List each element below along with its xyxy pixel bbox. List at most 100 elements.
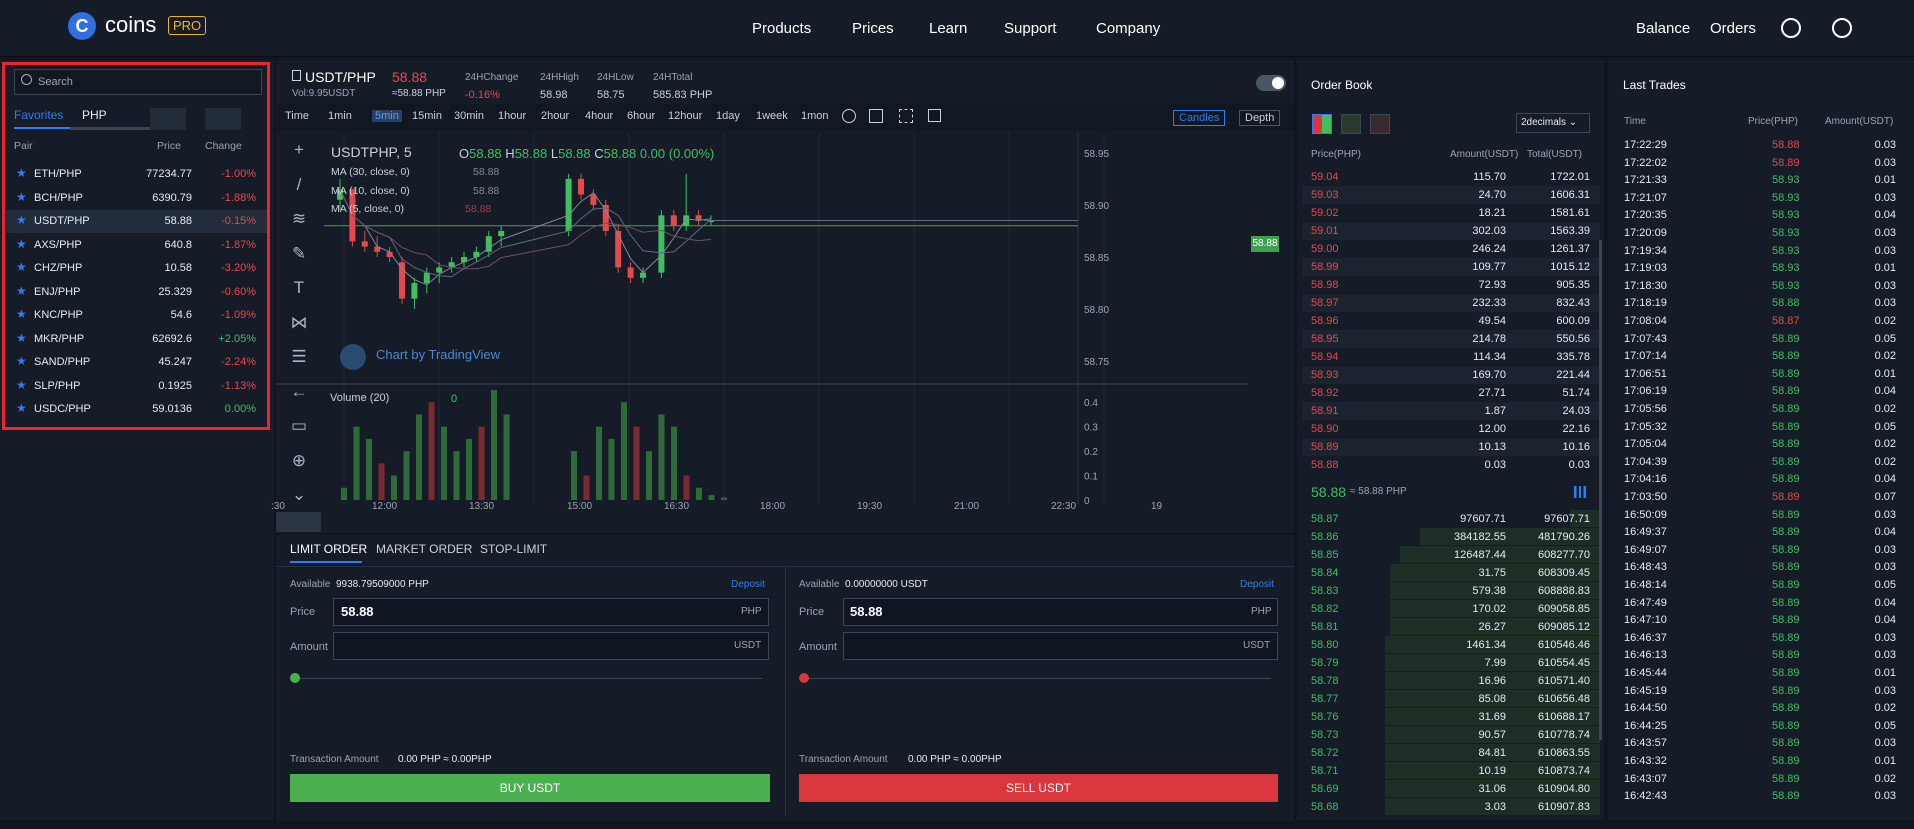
ob-scrollbar[interactable] (1599, 240, 1602, 740)
bid-row[interactable]: 58.79 7.99 610554.45 (1302, 654, 1600, 672)
measure-icon[interactable]: ☰ (291, 347, 307, 366)
bid-row[interactable]: 58.71 10.19 610873.74 (1302, 762, 1600, 780)
market-row[interactable]: ★ MKR/PHP 62692.6 +2.05% (6, 328, 268, 351)
buy-amount-input[interactable] (333, 632, 769, 660)
interval-1day[interactable]: 1day (716, 110, 740, 122)
tab-market-order[interactable]: MARKET ORDER (376, 542, 473, 556)
balance-link[interactable]: Balance (1636, 20, 1691, 37)
sell-price-input[interactable] (843, 598, 1278, 626)
tab-limit-order[interactable]: LIMIT ORDER (290, 542, 368, 556)
interval-12hour[interactable]: 12hour (668, 110, 703, 122)
trend-line-icon[interactable]: / (296, 174, 302, 194)
col-price[interactable]: Price (157, 140, 181, 152)
bid-row[interactable]: 58.80 1461.34 610546.46 (1302, 636, 1600, 654)
save-icon[interactable] (928, 109, 941, 122)
interval-6hour[interactable]: 6hour (627, 110, 656, 122)
view-both-icon[interactable] (1312, 114, 1332, 134)
nav-company[interactable]: Company (1096, 20, 1161, 37)
nav-support[interactable]: Support (1004, 20, 1057, 37)
search-input[interactable] (14, 69, 262, 95)
market-row[interactable]: ★ CHZ/PHP 10.58 -3.20% (6, 257, 268, 280)
bid-row[interactable]: 58.72 84.81 610863.55 (1302, 744, 1600, 762)
back-arrow-icon[interactable]: ← (290, 381, 308, 401)
depth-button[interactable]: Depth (1239, 110, 1281, 126)
sell-usdt-button[interactable]: SELL USDT (799, 774, 1278, 802)
interval-1week[interactable]: 1week (756, 110, 788, 122)
col-pair[interactable]: Pair (14, 140, 33, 152)
ask-row[interactable]: 58.91 1.87 24.03 (1302, 402, 1600, 420)
pattern-icon[interactable]: ⋈ (290, 312, 308, 332)
ask-row[interactable]: 59.04 115.70 1722.01 (1302, 168, 1600, 186)
brush-icon[interactable]: ✎ (291, 243, 307, 263)
ruler-icon[interactable]: ▭ (290, 416, 308, 435)
zoom-icon[interactable]: ⊕ (291, 450, 307, 470)
nav-products[interactable]: Products (752, 20, 812, 37)
market-row[interactable]: ★ SLP/PHP 0.1925 -1.13% (6, 375, 268, 398)
bid-row[interactable]: 58.82 170.02 609058.85 (1302, 600, 1600, 618)
star-icon[interactable]: ★ (16, 260, 27, 274)
ask-row[interactable]: 59.02 18.21 1581.61 (1302, 204, 1600, 222)
interval-1mon[interactable]: 1mon (801, 110, 829, 122)
buy-price-input[interactable] (333, 598, 769, 626)
star-icon[interactable]: ★ (16, 377, 27, 392)
text-icon[interactable]: T (293, 278, 305, 297)
bid-row[interactable]: 58.87 97607.71 97607.71 (1302, 510, 1600, 528)
depth-signal-icon[interactable] (1574, 486, 1586, 498)
sell-amount-input[interactable] (843, 632, 1278, 660)
ask-row[interactable]: 58.89 10.13 10.16 (1302, 438, 1600, 456)
ask-row[interactable]: 58.92 27.71 51.74 (1302, 384, 1600, 402)
bid-row[interactable]: 58.86 384182.55 481790.26 (1302, 528, 1600, 546)
ask-row[interactable]: 59.00 246.24 1261.37 (1302, 240, 1600, 258)
star-icon[interactable]: ★ (16, 166, 27, 180)
bid-row[interactable]: 58.85 126487.44 608277.70 (1302, 546, 1600, 564)
coins-logo-icon[interactable]: C (68, 12, 96, 40)
ask-row[interactable]: 58.90 12.00 22.16 (1302, 420, 1600, 438)
tab-stop-limit[interactable]: STOP-LIMIT (480, 542, 548, 556)
nav-prices[interactable]: Prices (852, 20, 894, 37)
interval-5min[interactable]: 5min (372, 110, 402, 122)
star-icon[interactable]: ★ (16, 401, 27, 415)
sell-slider-handle[interactable] (799, 673, 809, 683)
ask-row[interactable]: 58.97 232.33 832.43 (1302, 294, 1600, 312)
view-bids-icon[interactable] (1341, 114, 1361, 134)
market-row[interactable]: ★ BCH/PHP 6390.79 -1.88% (6, 187, 268, 210)
bid-row[interactable]: 58.68 3.03 610907.83 (1302, 798, 1600, 816)
buy-usdt-button[interactable]: BUY USDT (290, 774, 770, 802)
decimals-select[interactable]: 2decimals ⌄ (1516, 113, 1590, 133)
market-row[interactable]: ★ USDC/PHP 59.0136 0.00% (6, 398, 268, 421)
ask-row[interactable]: 58.94 114.34 335.78 (1302, 348, 1600, 366)
fib-icon[interactable]: ≋ (291, 209, 307, 228)
interval-2hour[interactable]: 2hour (541, 110, 570, 122)
brand-name[interactable]: coins (105, 12, 157, 37)
interval-30min[interactable]: 30min (454, 110, 484, 122)
ask-row[interactable]: 58.95 214.78 550.56 (1302, 330, 1600, 348)
interval-1hour[interactable]: 1hour (498, 110, 527, 122)
theme-toggle[interactable] (1256, 75, 1286, 91)
tab-scroll[interactable] (70, 127, 170, 130)
market-row[interactable]: ★ USDT/PHP 58.88 -0.15% (6, 210, 268, 233)
sell-slider-track[interactable] (805, 678, 1271, 679)
market-row[interactable]: ★ KNC/PHP 54.6 -1.09% (6, 304, 268, 327)
market-row[interactable]: ★ ENJ/PHP 25.329 -0.60% (6, 281, 268, 304)
star-icon[interactable]: ★ (16, 283, 27, 298)
market-row[interactable]: ★ AXS/PHP 640.8 -1.87% (6, 234, 268, 257)
ask-row[interactable]: 58.88 0.03 0.03 (1302, 456, 1600, 474)
bid-row[interactable]: 58.84 31.75 608309.45 (1302, 564, 1600, 582)
nav-learn[interactable]: Learn (929, 20, 968, 37)
ask-row[interactable]: 58.99 109.77 1015.12 (1302, 258, 1600, 276)
buy-slider-track[interactable] (296, 678, 762, 679)
bid-row[interactable]: 58.69 31.06 610904.80 (1302, 780, 1600, 798)
interval-4hour[interactable]: 4hour (585, 110, 614, 122)
col-change[interactable]: Change (205, 140, 242, 152)
magnet-icon[interactable]: ⌄ (291, 485, 307, 504)
crosshair-icon[interactable]: + (294, 140, 304, 159)
buy-slider-handle[interactable] (290, 673, 300, 683)
tradingview-watermark[interactable]: Chart by TradingView (376, 347, 501, 362)
price-chart[interactable]: 58.95 58.90 58.85 58.80 58.75 0.4 0.3 0.2 0.1 0:3… (271, 132, 1254, 512)
star-icon[interactable]: ★ (16, 213, 27, 227)
market-row[interactable]: ★ SAND/PHP 45.247 -2.24% (6, 351, 268, 374)
globe-icon[interactable] (1832, 18, 1852, 38)
interval-1min[interactable]: 1min (328, 110, 352, 122)
bid-row[interactable]: 58.73 90.57 610778.74 (1302, 726, 1600, 744)
bid-row[interactable]: 58.77 85.08 610656.48 (1302, 690, 1600, 708)
